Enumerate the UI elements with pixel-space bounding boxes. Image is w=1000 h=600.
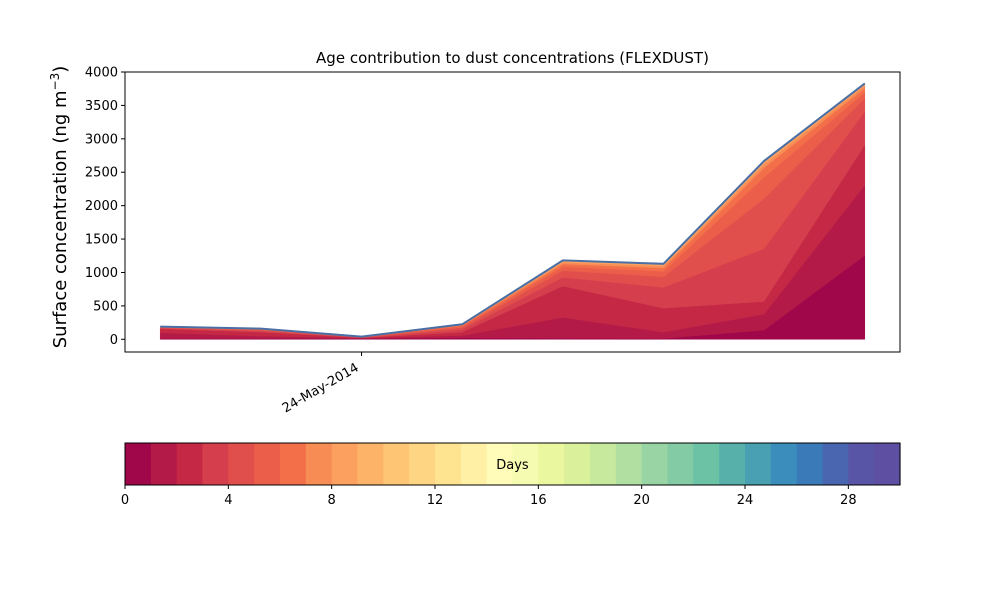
total-line-group (160, 82, 866, 338)
colorbar-segment (615, 443, 643, 485)
colorbar-segment (125, 443, 152, 485)
colorbar (125, 443, 901, 485)
colorbar-segment (383, 443, 410, 485)
y-tick-label: 3500 (85, 99, 118, 114)
colorbar-frame (124, 442, 901, 486)
colorbar-segment (667, 443, 694, 485)
y-axis-label-main: Surface concentration (ng m (50, 90, 71, 348)
colorbar-segment (331, 443, 359, 485)
colorbar-segment (848, 443, 875, 485)
y-tick-label: 1500 (85, 233, 118, 248)
colorbar-segment (305, 443, 333, 485)
y-tick-label: 2000 (85, 199, 118, 214)
colorbar-segment (486, 443, 514, 485)
colorbar-segment (745, 443, 772, 485)
stacked-area-layers (159, 82, 866, 340)
y-tick-label: 2500 (85, 166, 118, 181)
colorbar-segment (228, 443, 255, 485)
colorbar-segment (822, 443, 849, 485)
colorbar-segment (357, 443, 384, 485)
y-tick-label: 500 (93, 299, 118, 314)
colorbar-segment (564, 443, 591, 485)
y-axis-label-superscript: −3 (48, 73, 62, 91)
colorbar-segment (254, 443, 281, 485)
colorbar-label: Days (496, 458, 529, 473)
axes-frame (124, 71, 901, 353)
colorbar-segment (874, 443, 901, 485)
y-tick-label: 0 (110, 333, 118, 348)
x-tick-label: 24-May-2014 (280, 360, 362, 416)
y-axis-label-close: ) (50, 66, 71, 73)
colorbar-segment (538, 443, 565, 485)
y-tick-label: 1000 (85, 266, 118, 281)
y-tick-label: 4000 (85, 66, 118, 81)
colorbar-segment (409, 443, 436, 485)
y-tick-label: 3000 (85, 132, 118, 147)
x-axis-ticks: 24-May-2014 (280, 352, 363, 416)
colorbar-tick-label: 28 (840, 493, 857, 508)
colorbar-segment (460, 443, 488, 485)
colorbar-segment (176, 443, 204, 485)
total-line (160, 82, 866, 338)
colorbar-segment (641, 443, 669, 485)
colorbar-segment (719, 443, 746, 485)
colorbar-tick-label: 24 (737, 493, 754, 508)
colorbar-segment (770, 443, 798, 485)
colorbar-tick-label: 16 (530, 493, 547, 508)
colorbar-segment (512, 443, 539, 485)
colorbar-segment (150, 443, 178, 485)
colorbar-tick-label: 4 (224, 493, 232, 508)
colorbar-segment (693, 443, 720, 485)
colorbar-tick-label: 20 (633, 493, 650, 508)
y-axis-ticks: 0 500 1000 1500 2000 2500 3000 3500 4000 (85, 66, 125, 348)
colorbar-ticks: 0 4 8 12 16 20 24 28 (121, 485, 857, 508)
area-layer-0 (159, 255, 866, 340)
colorbar-tick-label: 8 (328, 493, 336, 508)
colorbar-tick-label: 12 (427, 493, 444, 508)
colorbar-segment (280, 443, 307, 485)
y-axis-label: Surface concentration (ng m−3) (48, 66, 71, 349)
colorbar-segment (435, 443, 462, 485)
colorbar-segment (590, 443, 617, 485)
chart-title: Age contribution to dust concentrations … (316, 49, 709, 67)
colorbar-tick-label: 0 (121, 493, 129, 508)
colorbar-segment (202, 443, 229, 485)
colorbar-segment (796, 443, 824, 485)
